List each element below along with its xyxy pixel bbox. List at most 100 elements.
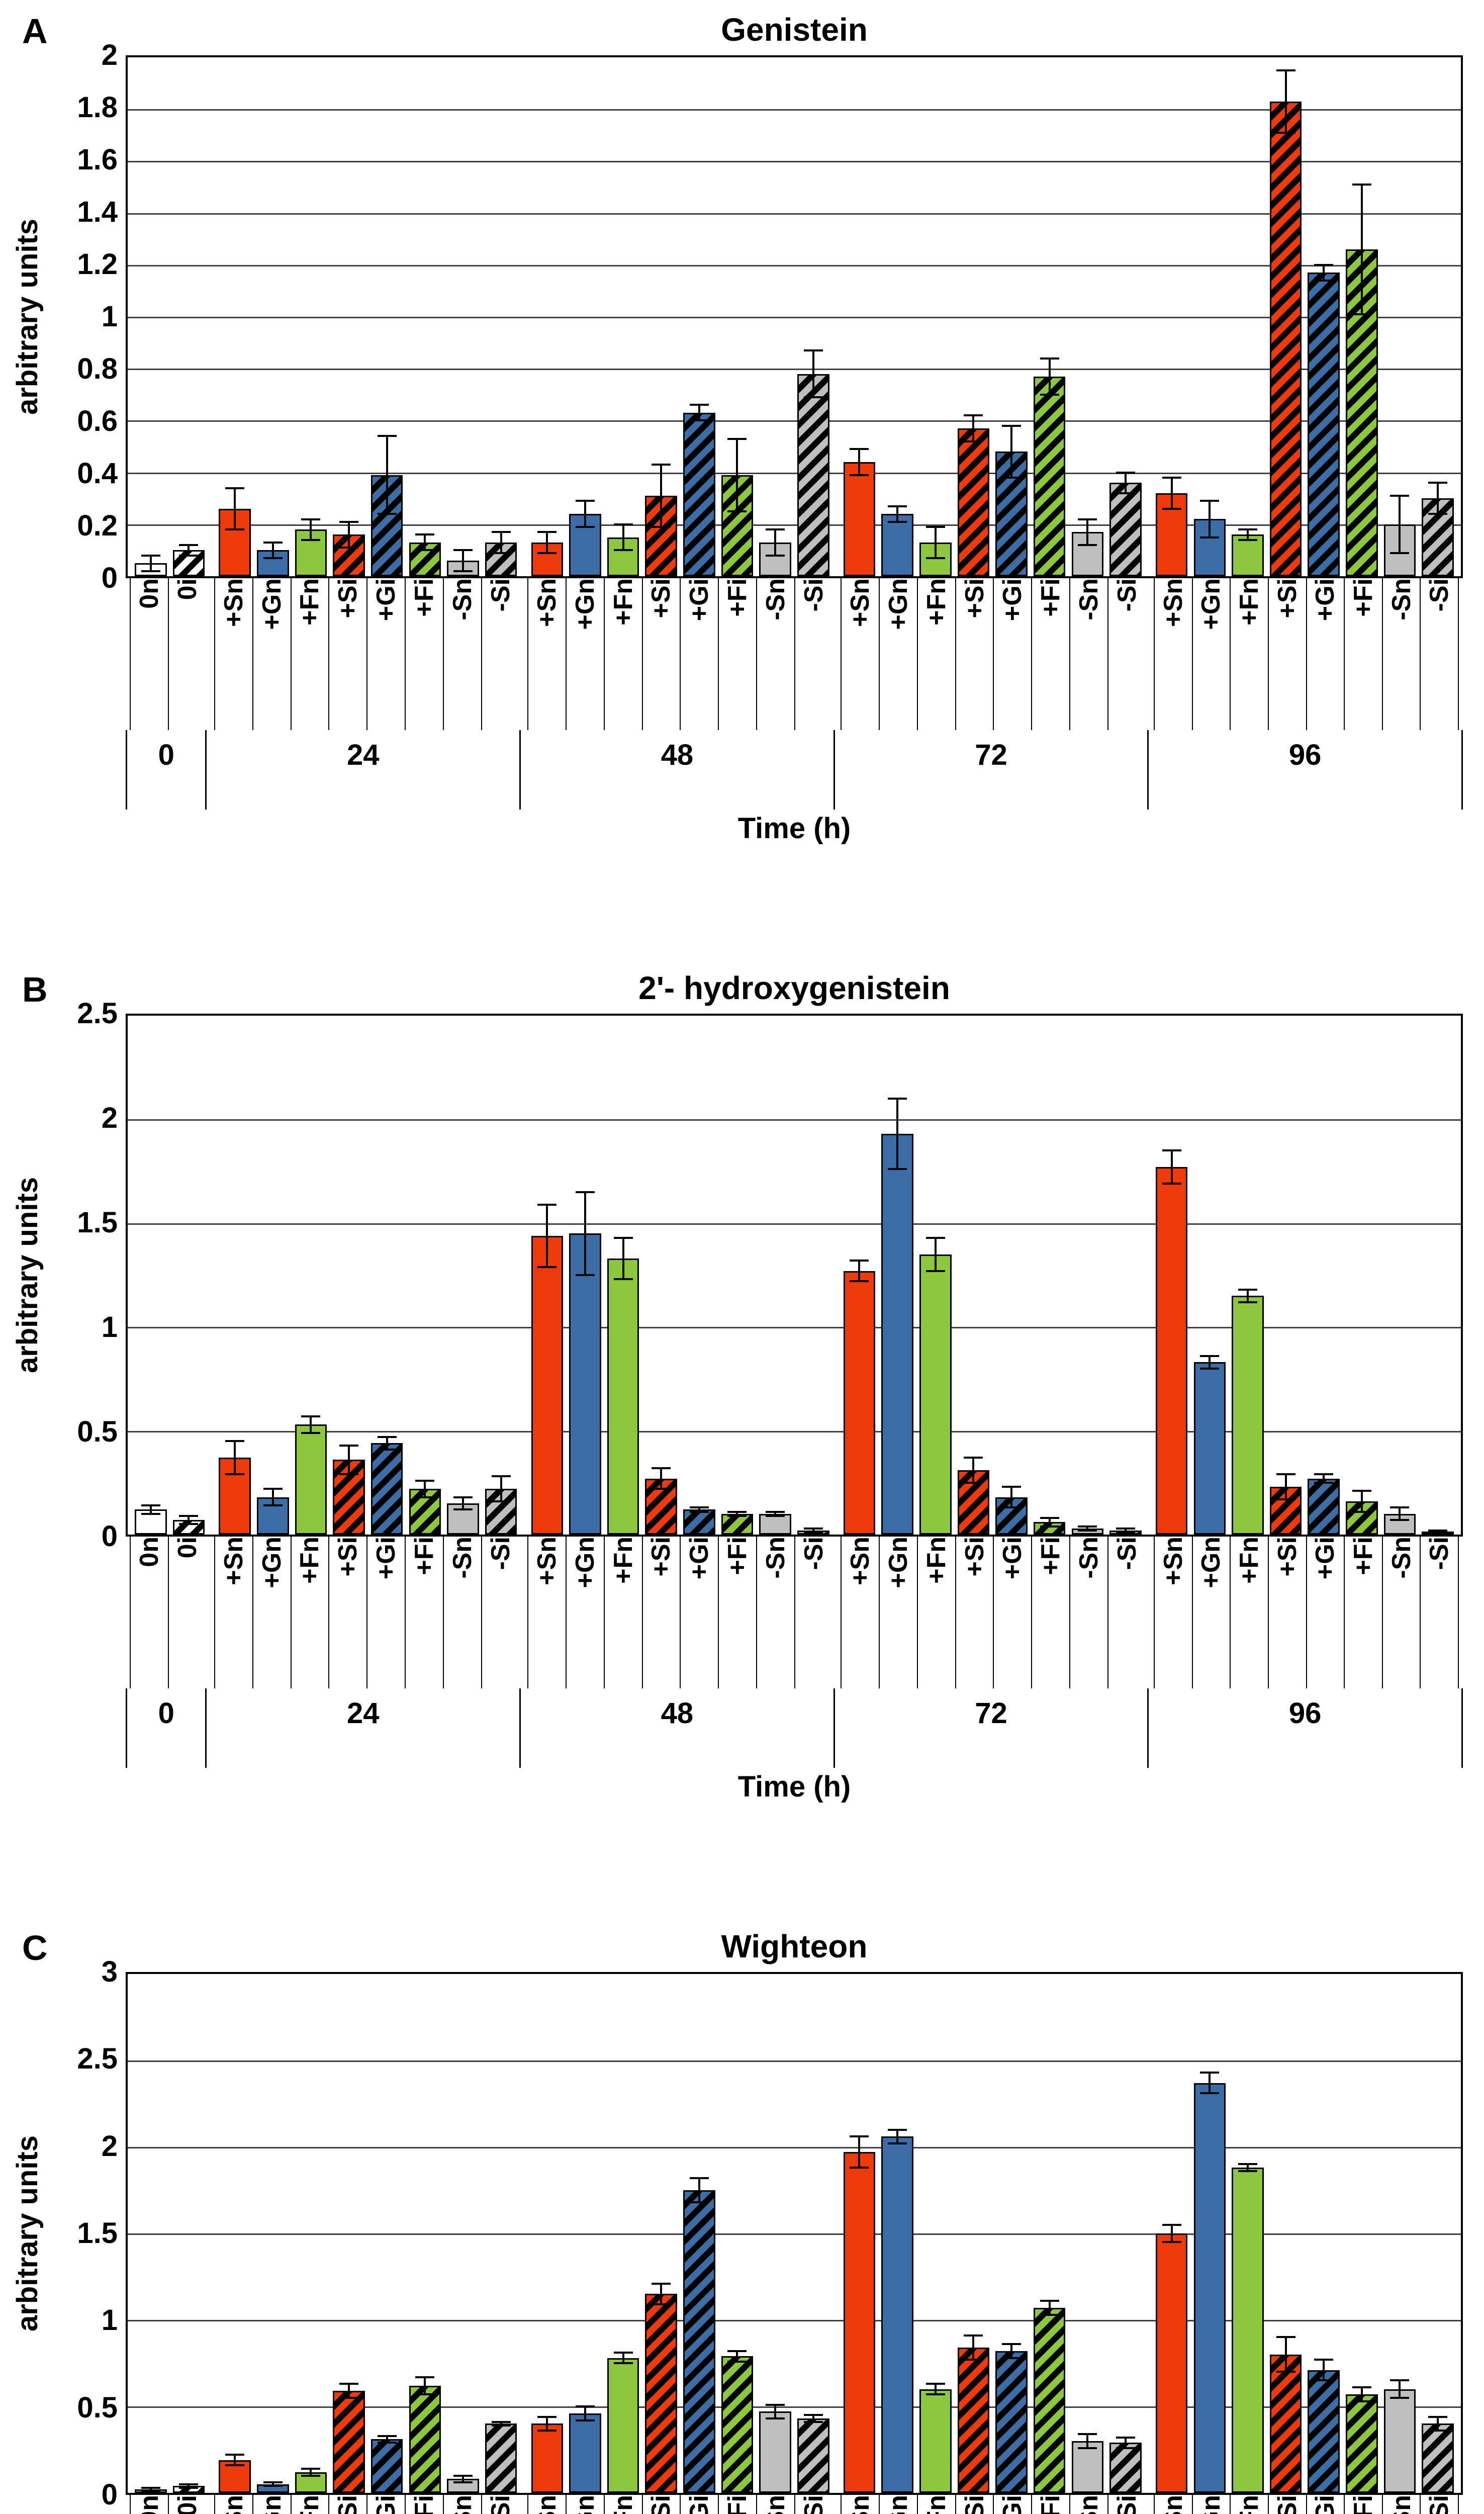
gridline — [128, 472, 1461, 474]
bar-label: +Gn — [883, 1537, 913, 1588]
bar-+Gn-72 — [881, 514, 913, 576]
label-group-24: +Sn +Gn +Fn +Si +Gi +Fi -Sn -Si — [210, 2495, 523, 2514]
error-bar — [613, 523, 633, 552]
y-tick-label: 3 — [101, 1955, 118, 1988]
error-bar — [925, 2383, 945, 2395]
error-bar-cap-top — [491, 1475, 511, 1478]
bar-slot — [566, 57, 604, 576]
panel-letter: C — [22, 1928, 48, 1967]
error-bar-cap-bottom — [537, 1266, 557, 1268]
bar-label-cell: -Sn — [1381, 578, 1420, 730]
bar-slot — [1190, 57, 1229, 576]
bar-slot — [1305, 57, 1343, 576]
error-bar-cap-top — [225, 1440, 245, 1443]
error-bar-cap-top — [803, 1527, 823, 1530]
error-bar-cap-top — [301, 518, 321, 520]
error-bar-cap-bottom — [141, 2490, 160, 2492]
error-bar-cap-top — [727, 1510, 747, 1513]
time-group-72 — [837, 1016, 1149, 1535]
error-bar — [1352, 183, 1371, 315]
error-bar-cap-bottom — [850, 474, 869, 476]
bar-label-cell: +Gn — [878, 1537, 917, 1688]
error-bar-cap-top — [179, 2483, 199, 2485]
error-bar-cap-bottom — [1078, 544, 1097, 547]
bar-slot — [841, 1974, 879, 2493]
y-tick-label: 1 — [101, 2304, 118, 2337]
bar-label-cell: -Sn — [756, 578, 794, 730]
error-bar — [339, 2383, 359, 2399]
error-bar-cap-bottom — [1040, 393, 1059, 396]
error-bar-cap-bottom — [141, 1512, 160, 1515]
bar-+Si-96 — [1269, 101, 1302, 576]
error-bar-cap-bottom — [491, 552, 511, 554]
x-axis-title: Time (h) — [737, 812, 851, 845]
error-bar-cap-top — [537, 1203, 557, 1206]
bar-label: +Fi — [410, 1537, 439, 1575]
error-bar-cap-bottom — [491, 1500, 511, 1502]
error-bar-cap-top — [1002, 424, 1022, 427]
time-group-label: 0 — [126, 730, 205, 810]
time-group-0 — [128, 1974, 212, 2493]
bar-label-cell: +Gi — [680, 1537, 718, 1688]
error-bar-cap-top — [453, 1496, 473, 1498]
bar-label-cell: -Si — [1420, 578, 1459, 730]
error-bar-cap-bottom — [1428, 1534, 1448, 1536]
error-bar — [1390, 495, 1410, 554]
bar-slot — [1229, 1974, 1267, 2493]
bar-slot — [642, 57, 680, 576]
error-bar-cap-bottom — [850, 1280, 869, 1283]
error-bar — [766, 528, 785, 557]
error-bar-cap-bottom — [301, 2474, 321, 2477]
error-bar-cap-bottom — [1078, 1529, 1097, 1532]
error-bar — [141, 1504, 160, 1515]
bar-slot — [132, 1016, 170, 1535]
error-bar-cap-bottom — [1162, 507, 1181, 510]
error-bar — [888, 2128, 907, 2145]
bar-slot — [756, 1016, 794, 1535]
bar-slot — [566, 1016, 604, 1535]
y-tick-label: 0 — [101, 562, 118, 594]
bar--Sn-72 — [1071, 2441, 1104, 2493]
error-bar — [1390, 1506, 1410, 1521]
bar-slot — [1419, 1016, 1457, 1536]
plot-area — [126, 55, 1463, 578]
error-bar — [652, 1467, 671, 1490]
error-bar — [1078, 518, 1097, 547]
error-bar-cap-top — [263, 541, 283, 544]
bar-slot — [1343, 57, 1381, 576]
gridline — [128, 213, 1461, 215]
bar-label-cell: 0i — [167, 2495, 206, 2514]
bar-label-cell: +Fi — [718, 1537, 756, 1688]
error-bar-cap-bottom — [263, 2485, 283, 2487]
error-bar-cap-bottom — [339, 547, 359, 549]
bar-slot — [916, 1016, 955, 1535]
label-group-72: +Sn +Gn +Fn +Si +Gi +Fi -Sn -Si — [837, 578, 1150, 730]
y-tick-label: 0.6 — [77, 405, 118, 437]
bar-slot — [992, 1016, 1031, 1535]
bar-label-cell: +Gi — [680, 2495, 718, 2514]
label-group-48: +Sn +Gn +Fn +Si +Gi +Fi -Sn -Si — [523, 1537, 837, 1688]
error-bar — [453, 2474, 473, 2484]
bar-label: -Sn — [1386, 578, 1416, 620]
bar-slot — [604, 1016, 642, 1535]
error-bar — [301, 1415, 321, 1434]
error-bar-cap-bottom — [1314, 1481, 1334, 1484]
bar-slot — [406, 1974, 444, 2493]
error-bar — [1078, 1525, 1097, 1532]
error-bar-cap-top — [766, 1510, 785, 1513]
bar-label: +Gn — [883, 2495, 913, 2514]
error-bar-cap-top — [1162, 476, 1181, 479]
error-bar-cap-top — [689, 2177, 709, 2179]
error-bar-cap-top — [453, 549, 473, 552]
gridline — [128, 1327, 1461, 1329]
error-bar-cap-top — [1078, 2433, 1097, 2436]
bar-label: -Sn — [1386, 2495, 1417, 2514]
label-group-24: +Sn +Gn +Fn +Si +Gi +Fi -Sn -Si — [210, 1537, 523, 1688]
error-bar — [1314, 1473, 1334, 1484]
bar-label-cell: +Fn — [1230, 1537, 1268, 1688]
error-bar-cap-bottom — [727, 510, 747, 512]
bar-label-cell: +Fn — [1230, 2495, 1268, 2514]
gridline — [128, 317, 1461, 318]
error-bar — [1428, 2415, 1448, 2432]
bar--Si-48 — [797, 374, 829, 576]
